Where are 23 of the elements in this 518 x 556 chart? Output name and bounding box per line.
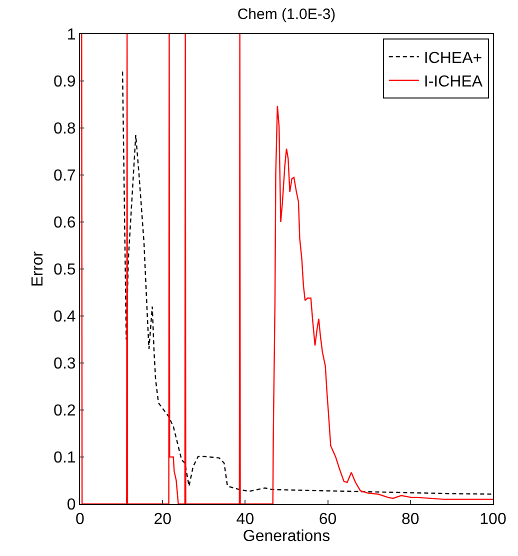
x-tick-label: 100 [480,511,506,528]
x-axis-title: Generations [242,528,330,546]
chart-title: Chem (1.0E-3) [237,6,336,23]
line-series [122,71,493,495]
legend-label: I-ICHEA [424,74,483,91]
legend-label: ICHEA+ [424,50,482,67]
y-tick-label: 1 [66,26,76,44]
x-tick-label: 40 [236,511,254,528]
y-tick-label: 0.5 [54,262,76,279]
y-tick-label: 0.9 [54,74,76,91]
y-axis-title: Error [29,250,46,287]
x-tick-label: 80 [402,511,420,528]
y-tick-label: 0.8 [54,120,76,138]
y-tick-label: 0.1 [54,450,76,467]
y-tick-label: 0.4 [54,308,76,326]
x-tick-label: 20 [154,511,172,528]
y-tick-label: 0.7 [54,168,76,185]
line-series [81,34,493,504]
y-tick-label: 0.3 [54,356,76,373]
x-tick-label: 60 [318,511,337,528]
y-tick-label: 0 [66,496,76,514]
y-tick-label: 0.2 [54,402,76,420]
y-tick-label: 0.6 [54,214,76,232]
